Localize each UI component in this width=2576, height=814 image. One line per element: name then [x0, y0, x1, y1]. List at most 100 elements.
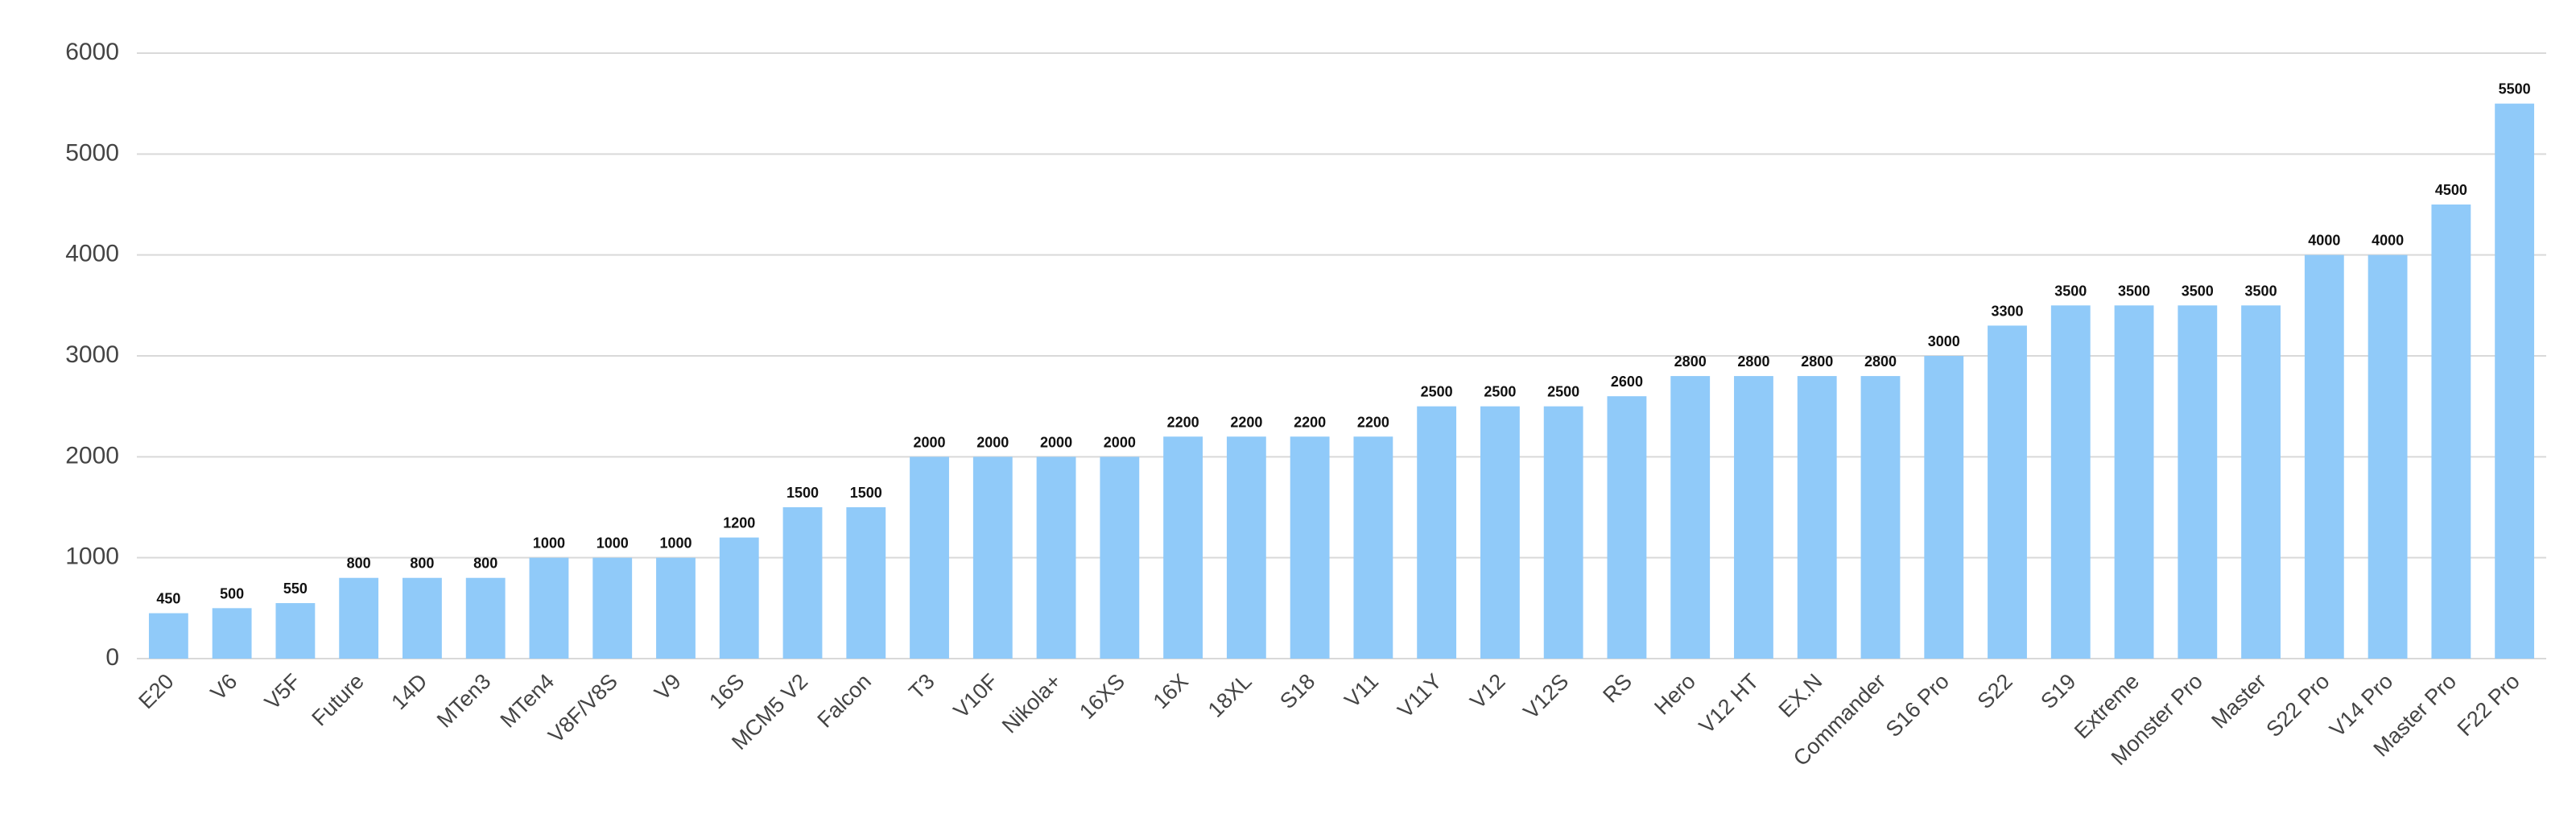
x-tick-label: V12 HT	[1695, 669, 1764, 738]
bar	[1163, 436, 1203, 659]
bar	[275, 603, 316, 659]
bar	[1543, 406, 1583, 659]
bar	[2431, 205, 2471, 659]
x-tick-label: RS	[1598, 669, 1637, 708]
x-tick-label: V12S	[1518, 669, 1573, 724]
bar	[592, 557, 633, 659]
bar	[719, 537, 759, 659]
bar	[1607, 396, 1647, 659]
bar	[1417, 406, 1457, 659]
x-tick-label: T3	[904, 669, 939, 704]
bar	[529, 557, 569, 659]
x-tick-label: 18XL	[1203, 669, 1257, 722]
bar	[1480, 406, 1520, 659]
bar	[1988, 325, 2027, 659]
value-label: 2000	[914, 434, 946, 450]
value-label: 2800	[1801, 353, 1833, 370]
x-tick-label: V11Y	[1393, 669, 1447, 723]
value-label: 550	[283, 581, 308, 597]
x-tick-label: S16 Pro	[1881, 669, 1954, 742]
x-tick-label: V8F/V8S	[543, 669, 622, 748]
x-tick-label: S18	[1275, 669, 1319, 713]
bar	[910, 457, 949, 659]
bar	[1290, 436, 1330, 659]
value-label: 450	[156, 591, 180, 607]
value-label: 2800	[1674, 353, 1707, 370]
value-label: 800	[473, 556, 497, 572]
value-label: 3500	[2182, 283, 2214, 299]
value-label: 2200	[1230, 414, 1262, 430]
value-label: 2500	[1421, 384, 1453, 400]
bar	[656, 557, 696, 659]
value-label: 3500	[2054, 283, 2087, 299]
x-tick-label: E20	[134, 669, 178, 713]
bar	[148, 613, 188, 659]
x-tick-label: 16X	[1149, 669, 1193, 713]
x-tick-label: S22 Pro	[2261, 669, 2334, 742]
x-tick-label: EX.N	[1774, 669, 1827, 722]
x-tick-label: S22	[1973, 669, 2017, 713]
value-label: 3000	[1928, 333, 1960, 349]
y-tick-label: 3000	[65, 341, 119, 368]
bar	[972, 457, 1013, 659]
value-label: 3500	[2118, 283, 2150, 299]
bar	[465, 577, 506, 659]
bar	[1226, 436, 1266, 659]
value-label: 3500	[2245, 283, 2277, 299]
x-tick-label: F22 Pro	[2453, 669, 2524, 741]
value-label: 1000	[533, 535, 565, 552]
value-label: 1500	[786, 485, 819, 501]
bar	[1734, 376, 1773, 659]
y-tick-label: 1000	[65, 543, 119, 570]
value-label: 2200	[1357, 414, 1389, 430]
bar	[1036, 457, 1076, 659]
y-tick-label: 5000	[65, 139, 119, 166]
value-label: 1000	[597, 535, 629, 552]
y-tick-label: 6000	[65, 39, 119, 65]
bar	[2495, 103, 2535, 659]
x-tick-label: V5F	[260, 669, 305, 714]
bar	[1797, 376, 1837, 659]
value-label: 4500	[2435, 182, 2467, 198]
bar	[402, 577, 442, 659]
x-tick-label: Nikola+	[997, 669, 1066, 738]
value-label: 2200	[1167, 414, 1199, 430]
value-label: 2600	[1611, 374, 1643, 390]
value-label: 2500	[1547, 384, 1579, 400]
y-tick-label: 0	[105, 644, 119, 671]
x-tick-label: Falcon	[812, 669, 876, 733]
x-tick-label: Future	[308, 669, 369, 730]
bar	[2050, 305, 2091, 659]
y-tick-label: 2000	[65, 442, 119, 469]
value-label: 800	[410, 556, 434, 572]
bar	[2178, 305, 2218, 659]
value-label: 5500	[2499, 81, 2531, 97]
x-tick-label: V9	[650, 669, 686, 705]
y-tick-label: 4000	[65, 241, 119, 267]
value-label: 2200	[1294, 414, 1326, 430]
value-label: 1500	[850, 485, 882, 501]
value-label: 800	[347, 556, 371, 572]
x-tick-label: V11	[1340, 669, 1383, 713]
x-tick-label: MTen3	[432, 669, 496, 733]
x-tick-label: 16S	[704, 669, 749, 713]
value-label: 3300	[1991, 303, 2023, 319]
x-tick-label: 14D	[386, 669, 431, 714]
value-label: 4000	[2308, 233, 2340, 249]
x-tick-label: Hero	[1649, 669, 1700, 720]
bar	[1100, 457, 1140, 659]
bar	[212, 608, 252, 659]
bar	[2368, 254, 2408, 659]
bar	[2241, 305, 2281, 659]
x-tick-label: S19	[2036, 669, 2080, 713]
bar	[2304, 254, 2344, 659]
bar	[2114, 305, 2154, 659]
bar	[1924, 356, 1964, 659]
bar	[846, 507, 886, 659]
bar	[1670, 376, 1711, 659]
x-tick-label: V10F	[949, 669, 1003, 723]
x-tick-label: MTen4	[496, 669, 559, 733]
value-label: 2000	[1040, 434, 1072, 450]
value-label: 2000	[976, 434, 1009, 450]
